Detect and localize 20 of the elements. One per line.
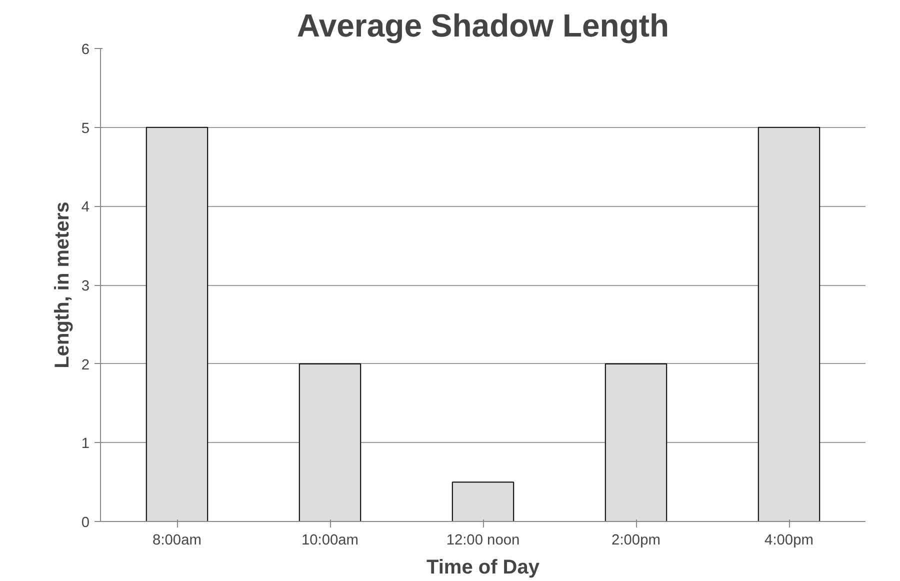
x-tick-label: 4:00pm: [764, 532, 814, 548]
y-tick-label: 5: [81, 120, 90, 137]
y-tick-label: 1: [81, 436, 90, 452]
x-tick-label: 2:00pm: [612, 532, 660, 548]
y-tick-label: 0: [81, 515, 90, 531]
y-tick-label: 3: [81, 278, 90, 294]
bar: [298, 363, 362, 522]
x-axis-title: Time of Day: [426, 556, 540, 578]
x-tick-label: 10:00am: [301, 532, 359, 548]
y-tick-label: 6: [81, 42, 90, 58]
x-tick-label: 12:00 noon: [446, 532, 520, 548]
bar: [452, 482, 514, 522]
bar: [146, 126, 208, 522]
bar: [758, 126, 820, 522]
y-tick-label: 2: [81, 357, 90, 374]
chart-title: Average Shadow Length: [296, 8, 670, 44]
x-tick-label: 8:00am: [152, 532, 202, 548]
y-axis-title: Length, in meters: [51, 202, 74, 368]
bar: [604, 363, 668, 522]
y-tick-label: 4: [81, 200, 90, 216]
